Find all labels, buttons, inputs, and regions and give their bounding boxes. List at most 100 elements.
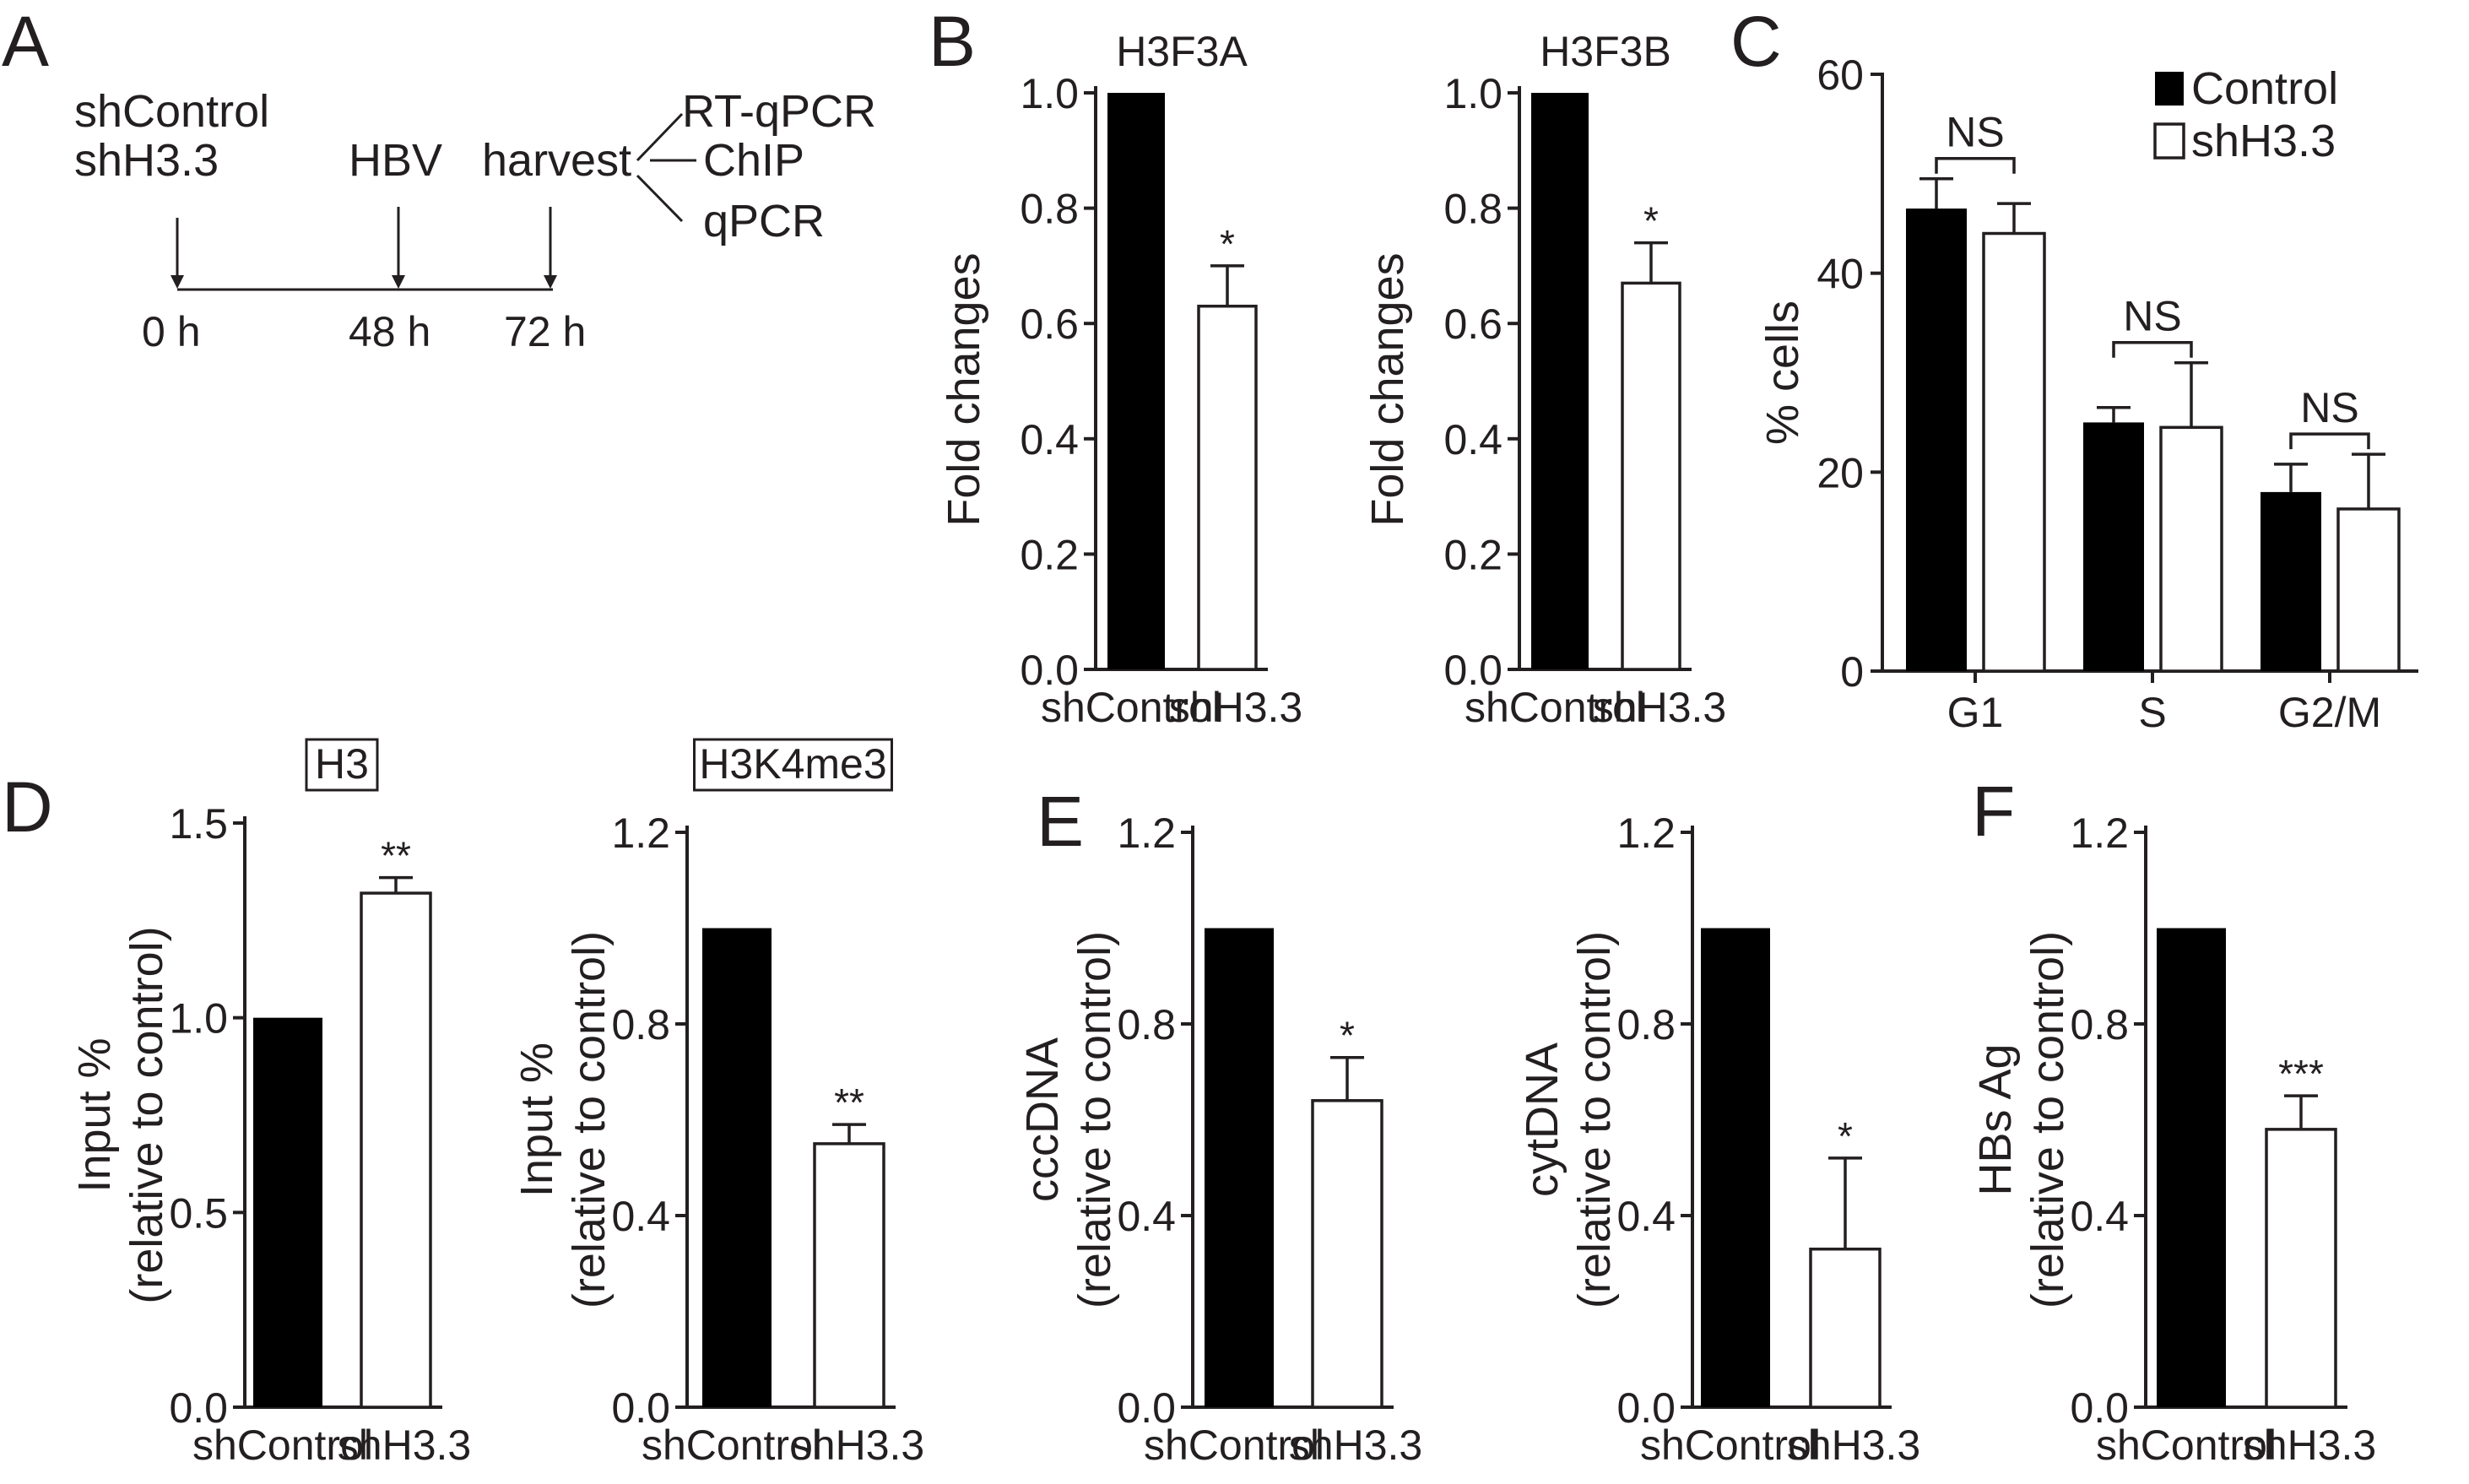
y-axis-label-secondary: (relative to control) <box>1069 931 1120 1308</box>
significance-marker: * <box>1220 222 1235 266</box>
bar-shcontrol <box>1531 93 1589 669</box>
bar-shcontrol <box>1205 928 1274 1407</box>
x-tick-label: shControl <box>642 1422 822 1469</box>
y-tick-label: 1.5 <box>169 800 228 848</box>
y-tick-label: 0.4 <box>2070 1193 2129 1240</box>
y-tick-label: 40 <box>1817 251 1864 298</box>
y-tick-label: 0.4 <box>1616 1193 1676 1240</box>
significance-marker: * <box>1838 1114 1853 1158</box>
chart-h3f3a: 0.0 0.2 0.4 0.6 0.8 1.0 shControl * shH3.3 H3F3A F… <box>939 28 1302 731</box>
legend-swatch-shh3-3 <box>2153 122 2185 160</box>
timeline-branch-up <box>636 112 684 162</box>
timeline-branch-down <box>636 174 684 223</box>
timeline-event-hbv: HBV <box>349 135 442 186</box>
y-tick-label: 0.2 <box>1020 531 1079 578</box>
significance-marker: ** <box>834 1081 864 1124</box>
timeline-arrowhead-72h <box>544 275 557 289</box>
timeline-arrowhead-48h <box>392 275 405 289</box>
comparison-label: NS <box>1946 109 2004 156</box>
timeline-time-0h: 0 h <box>142 308 201 355</box>
x-tick-label: shH3.3 <box>1593 684 1726 731</box>
x-tick-label: shControl <box>1465 684 1645 731</box>
y-tick-label: 0.8 <box>1443 186 1503 233</box>
y-tick-label: 1.0 <box>169 995 228 1043</box>
y-tick-label: 60 <box>1817 51 1864 99</box>
bar-shh3-3-g2-m <box>2336 507 2401 673</box>
timeline-assay-qpcr: qPCR <box>703 196 825 246</box>
y-axis-label: cccDNA <box>1017 1037 1068 1202</box>
chart-title-box <box>305 738 379 792</box>
y-tick-label: 0.0 <box>1117 1384 1176 1432</box>
y-axis-label: HBs Ag <box>1970 1043 2021 1195</box>
timeline-assay-chip: ChIP <box>703 135 804 186</box>
chart-title: H3F3A <box>1116 28 1248 75</box>
x-tick-label: shH3.3 <box>791 1422 924 1469</box>
y-tick-label: 0.6 <box>1443 301 1503 348</box>
y-tick-label: 0.4 <box>611 1193 670 1240</box>
comparison-bracket <box>1935 156 2016 174</box>
y-tick-label: 0.8 <box>2070 1001 2129 1048</box>
x-tick-label: shControl <box>1041 684 1221 731</box>
y-tick-label: 0.4 <box>1443 416 1503 463</box>
y-tick-label: 0.8 <box>611 1001 670 1048</box>
bar-shcontrol <box>1701 928 1770 1407</box>
x-tick-label: shH3.3 <box>338 1422 471 1469</box>
bar-control-g2-m <box>2261 491 2321 671</box>
x-tick-label: shH3.3 <box>1169 684 1302 731</box>
bar-shh3-3 <box>813 1142 885 1409</box>
timeline-time-72h: 72 h <box>504 308 586 355</box>
chart-title: H3F3B <box>1540 28 1671 75</box>
panel-letter-a: A <box>2 2 49 81</box>
bar-shh3-3-s <box>2159 425 2223 673</box>
y-tick-label: 0.0 <box>611 1384 670 1432</box>
chart-title: H3 <box>315 740 369 788</box>
comparison-bracket <box>2112 340 2193 358</box>
significance-marker: * <box>1340 1014 1355 1058</box>
x-tick-label: G1 <box>1947 689 2004 736</box>
y-tick-label: 0.5 <box>169 1189 228 1237</box>
y-tick-label: 0.8 <box>1117 1001 1176 1048</box>
panel-letter-b: B <box>929 2 976 81</box>
panel-letter-c: C <box>1730 2 1782 81</box>
x-tick-label: shControl <box>1144 1422 1324 1469</box>
y-tick-label: 0.0 <box>1443 647 1503 694</box>
chart-h3k4me3: 0.0 0.4 0.8 1.2 shControl ** shH3.3 H3K4me3 Inpu… <box>512 738 924 1469</box>
chart-h3f3b: 0.0 0.2 0.4 0.6 0.8 1.0 shControl * shH3.3 H3F3B F… <box>1362 28 1726 731</box>
x-tick-label: shH3.3 <box>1289 1422 1422 1469</box>
significance-marker: * <box>1643 199 1659 243</box>
significance-marker: *** <box>2278 1052 2324 1096</box>
bar-shcontrol <box>702 928 772 1407</box>
chart-title-box <box>693 738 893 792</box>
chart-cytdna: 0.0 0.4 0.8 1.2 shControl * shH3.3 cytDNA (relat… <box>1517 810 1920 1469</box>
x-tick-label: G2/M <box>2278 689 2381 736</box>
chart-title: H3K4me3 <box>699 740 886 788</box>
x-tick-label: shH3.3 <box>2243 1422 2376 1469</box>
y-tick-label: 1.0 <box>1443 70 1503 117</box>
y-tick-label: 1.2 <box>611 810 670 857</box>
bar-shh3-3 <box>1197 304 1258 671</box>
timeline-diagram: shControl shH3.3 HBV harvest RT-qPCR ChI… <box>74 86 876 355</box>
y-tick-label: 0.8 <box>1616 1001 1676 1048</box>
significance-marker: ** <box>381 834 411 878</box>
y-axis-label: Fold changes <box>939 252 989 526</box>
y-tick-label: 1.2 <box>2070 810 2129 857</box>
y-axis-label-secondary: (relative to control) <box>564 931 615 1308</box>
timeline-group-shcontrol: shControl <box>74 86 269 137</box>
y-tick-label: 0.0 <box>2070 1384 2129 1432</box>
bar-shcontrol <box>253 1017 322 1407</box>
chart-hbs-ag: 0.0 0.4 0.8 1.2 shControl *** shH3.3 HBs Ag (rel… <box>1970 810 2376 1469</box>
y-tick-label: 0.2 <box>1443 531 1503 578</box>
bar-control-s <box>2083 422 2144 671</box>
bar-shcontrol <box>2157 928 2226 1407</box>
x-tick-label: shControl <box>192 1422 373 1469</box>
y-tick-label: 1.0 <box>1020 70 1079 117</box>
legend-label-control: Control <box>2191 63 2338 114</box>
bar-control-g1 <box>1906 209 1967 671</box>
y-axis-label: cytDNA <box>1517 1043 1567 1197</box>
y-tick-label: 1.2 <box>1616 810 1676 857</box>
y-tick-label: 0.0 <box>169 1384 228 1432</box>
bar-shh3-3 <box>360 891 432 1409</box>
x-tick-label: shH3.3 <box>1787 1422 1920 1469</box>
